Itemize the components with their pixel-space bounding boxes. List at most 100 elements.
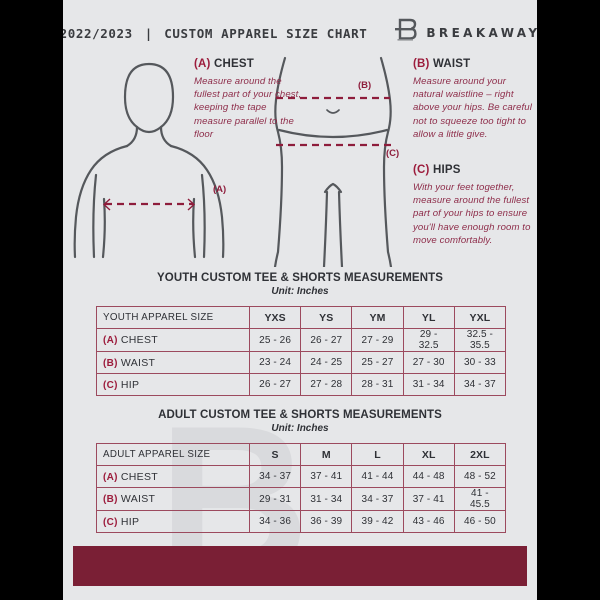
callout-hips-name: HIPS <box>432 164 461 176</box>
adult-section-unit: Unit: Inches <box>271 423 329 434</box>
table-row: (A) CHEST 25 - 26 26 - 27 27 - 29 29 - 3… <box>96 328 507 352</box>
breakaway-b-monogram-icon <box>393 18 417 49</box>
adult-chest-2xl: 48 - 52 <box>453 465 507 488</box>
youth-chest-yxl: 32.5 - 35.5 <box>453 328 507 352</box>
brand-lockup: BREAKAWAY <box>393 18 537 49</box>
adult-waist-m: 31 - 34 <box>300 487 353 511</box>
youth-waist-yl: 27 - 30 <box>402 351 455 374</box>
callout-hips-title: (C) HIPS <box>413 164 535 176</box>
youth-chest-ym: 27 - 29 <box>351 328 404 352</box>
adult-hip-xl: 43 - 46 <box>402 510 455 533</box>
footer-color-band <box>73 546 527 586</box>
adult-row-name-waist: WAIST <box>120 493 156 505</box>
callout-chest: (A) CHEST Measure around the fullest par… <box>194 58 306 141</box>
adult-waist-2xl: 41 - 45.5 <box>453 487 507 511</box>
youth-row-name-hip: HIP <box>120 378 140 391</box>
callout-waist-body: Measure around your natural waistline – … <box>413 76 532 140</box>
adult-waist-xl: 37 - 41 <box>402 487 455 511</box>
adult-section-heading: ADULT CUSTOM TEE & SHORTS MEASUREMENTS U… <box>63 409 537 434</box>
adult-size-table: ADULT APPAREL SIZE S M L XL 2XL (A) CHES… <box>96 443 507 533</box>
youth-waist-yxl: 30 - 33 <box>453 351 507 374</box>
youth-size-table: YOUTH APPAREL SIZE YXS YS YM YL YXL (A) … <box>96 306 507 396</box>
adult-hip-2xl: 46 - 50 <box>453 510 507 533</box>
youth-row-tag-waist: (B) <box>103 357 118 369</box>
youth-waist-ym: 25 - 27 <box>351 351 404 374</box>
adult-size-col-2: L <box>351 443 404 466</box>
youth-row-label-chest: (A) CHEST <box>96 328 250 352</box>
page-title: CUSTOM APPAREL SIZE CHART <box>164 25 368 41</box>
callout-hips-tag: (C) <box>413 164 430 176</box>
waist-marker-label: (B) <box>358 80 372 91</box>
adult-waist-s: 29 - 31 <box>248 487 302 511</box>
youth-row-tag-hip: (C) <box>103 379 118 391</box>
page-header: 2022/2023 | CUSTOM APPAREL SIZE CHART BR… <box>63 18 537 48</box>
measurement-diagram: (A) (B) (C) (A) CHEST Measure around the… <box>63 52 537 267</box>
youth-row-label-hip: (C) HIP <box>96 373 250 396</box>
youth-chest-yl: 29 - 32.5 <box>402 328 455 352</box>
youth-section-title: YOUTH CUSTOM TEE & SHORTS MEASUREMENTS <box>157 272 443 284</box>
adult-size-col-1: M <box>300 443 353 466</box>
size-chart-page: B 2022/2023 | CUSTOM APPAREL SIZE CHART … <box>63 0 537 600</box>
youth-hip-ym: 28 - 31 <box>351 373 404 396</box>
youth-row-tag-chest: (A) <box>103 335 118 346</box>
adult-chest-l: 41 - 44 <box>351 465 404 488</box>
chest-measure-line <box>102 198 196 211</box>
youth-hip-yxs: 26 - 27 <box>248 373 302 396</box>
callout-hips: (C) HIPS With your feet together, measur… <box>413 164 535 247</box>
callout-chest-name: CHEST <box>213 58 254 70</box>
adult-row-name-chest: CHEST <box>120 470 158 483</box>
adult-section-title: ADULT CUSTOM TEE & SHORTS MEASUREMENTS <box>158 409 442 421</box>
table-header-row: ADULT APPAREL SIZE S M L XL 2XL <box>96 443 507 466</box>
youth-waist-ys: 24 - 25 <box>300 351 353 374</box>
body-figures <box>73 56 393 267</box>
adult-row-label-chest: (A) CHEST <box>96 465 250 488</box>
brand-name: BREAKAWAY <box>426 26 537 40</box>
adult-chest-s: 34 - 37 <box>248 465 302 488</box>
youth-waist-yxs: 23 - 24 <box>248 351 302 374</box>
chest-marker-label: (A) <box>213 184 227 195</box>
callout-waist-name: WAIST <box>432 58 471 70</box>
youth-hip-yxl: 34 - 37 <box>453 373 507 396</box>
adult-hip-m: 36 - 39 <box>300 510 353 533</box>
adult-hip-l: 39 - 42 <box>351 510 404 533</box>
youth-size-col-1: YS <box>300 306 353 329</box>
adult-size-col-0: S <box>248 443 302 466</box>
adult-row-label-hip: (C) HIP <box>96 510 250 533</box>
youth-chest-ys: 26 - 27 <box>300 328 353 352</box>
adult-size-col-3: XL <box>402 443 455 466</box>
table-row: (A) CHEST 34 - 37 37 - 41 41 - 44 44 - 4… <box>96 465 507 488</box>
header-separator: | <box>144 25 153 41</box>
callout-hips-body: With your feet together, measure around … <box>413 182 531 246</box>
youth-hip-ys: 27 - 28 <box>300 373 353 396</box>
callout-chest-body: Measure around the fullest part of your … <box>194 76 302 140</box>
youth-size-col-2: YM <box>351 306 404 329</box>
table-row: (B) WAIST 29 - 31 31 - 34 34 - 37 37 - 4… <box>96 487 507 511</box>
adult-chest-m: 37 - 41 <box>300 465 353 488</box>
callout-waist: (B) WAIST Measure around your natural wa… <box>413 58 533 141</box>
table-header-row: YOUTH APPAREL SIZE YXS YS YM YL YXL <box>96 306 507 329</box>
youth-row-name-chest: CHEST <box>120 334 158 346</box>
youth-row-label-waist: (B) WAIST <box>96 351 250 374</box>
adult-waist-l: 34 - 37 <box>351 487 404 511</box>
youth-size-col-0: YXS <box>248 306 302 329</box>
youth-section-heading: YOUTH CUSTOM TEE & SHORTS MEASUREMENTS U… <box>63 272 537 297</box>
youth-corner-label: YOUTH APPAREL SIZE <box>96 306 250 329</box>
youth-hip-yl: 31 - 34 <box>402 373 455 396</box>
adult-size-col-4: 2XL <box>453 443 507 466</box>
adult-row-tag-waist: (B) <box>103 494 118 505</box>
table-row: (B) WAIST 23 - 24 24 - 25 25 - 27 27 - 3… <box>96 351 507 374</box>
callout-waist-title: (B) WAIST <box>413 58 533 70</box>
adult-row-tag-chest: (A) <box>103 471 118 483</box>
callout-chest-tag: (A) <box>194 58 211 70</box>
adult-chest-xl: 44 - 48 <box>402 465 455 488</box>
youth-row-name-waist: WAIST <box>120 356 156 369</box>
youth-size-col-4: YXL <box>453 306 507 329</box>
table-row: (C) HIP 34 - 36 36 - 39 39 - 42 43 - 46 … <box>96 510 507 533</box>
hips-marker-label: (C) <box>386 148 400 159</box>
adult-row-label-waist: (B) WAIST <box>96 487 250 511</box>
adult-row-name-hip: HIP <box>120 515 140 528</box>
callout-waist-tag: (B) <box>413 58 430 70</box>
callout-chest-title: (A) CHEST <box>194 58 306 70</box>
youth-section-unit: Unit: Inches <box>271 286 329 297</box>
